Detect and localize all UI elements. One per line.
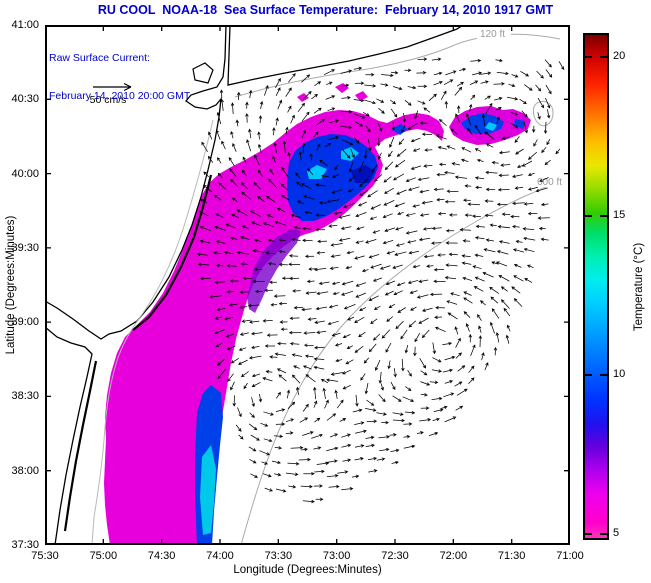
colorbar-tick-label: 5 xyxy=(613,526,620,539)
x-tick-label: 74:30 xyxy=(147,550,176,562)
colorbar-tick-label: 20 xyxy=(613,49,626,62)
colorbar-tick-mark xyxy=(585,532,592,535)
y-tick-label: 40:30 xyxy=(11,93,39,106)
contour-label-120ft: 120 ft xyxy=(480,29,505,40)
x-tick-label: 73:00 xyxy=(322,550,351,562)
land xyxy=(45,25,464,545)
staten-island xyxy=(192,62,214,84)
map-plot: 120 ft 600 ft 50 cm/s Raw Surface Curren… xyxy=(45,25,570,545)
contour-nearshore-line xyxy=(91,119,214,545)
colorbar-tick-label: 10 xyxy=(613,367,626,380)
colorbar-tick-mark xyxy=(585,55,592,58)
delmarva-coastline xyxy=(45,326,93,545)
nj-barrier-islands xyxy=(132,174,213,331)
contour-closed-loop xyxy=(532,100,554,127)
colorbar-tick-mark xyxy=(600,532,607,535)
velocity-scale-arrow: 50 cm/s xyxy=(90,82,132,106)
colorbar-tick-mark xyxy=(600,214,607,217)
y-tick-label: 40:00 xyxy=(11,167,39,180)
colorbar-label: Temperature (°C) xyxy=(633,242,645,332)
colorbar-tick-mark xyxy=(585,214,592,217)
y-tick-label: 39:00 xyxy=(11,316,39,329)
bathymetry-contours: 120 ft 600 ft xyxy=(91,27,568,545)
x-tick-label: 72:00 xyxy=(439,550,468,562)
x-tick-label: 73:30 xyxy=(264,550,293,562)
scale-arrow-label: 50 cm/s xyxy=(90,94,127,106)
figure-title: RU COOL NOAA-18 Sea Surface Temperature:… xyxy=(97,3,554,17)
plot-border xyxy=(45,25,570,545)
x-tick-label: 72:30 xyxy=(381,550,409,562)
sst-cyan-specks-central xyxy=(307,147,359,179)
contour-label-600ft: 600 ft xyxy=(537,177,562,188)
colorbar-tick-mark xyxy=(600,373,607,376)
tick-marks xyxy=(45,25,570,545)
map-canvas: 120 ft 600 ft 50 cm/s xyxy=(45,25,570,545)
x-tick-label: 71:00 xyxy=(556,550,584,562)
overlay-line2: February 14, 2010 20:00 GMT xyxy=(49,89,191,102)
x-tick-label: 75:00 xyxy=(89,550,118,562)
contour-label-bg xyxy=(534,175,568,187)
y-tick-label: 39:30 xyxy=(11,241,39,254)
colorbar-tick-mark xyxy=(585,373,592,376)
colorbar xyxy=(583,33,609,540)
sst-blue-dark-core xyxy=(351,165,375,183)
sst-cyan-core-south xyxy=(200,445,216,535)
y-axis-label: Latitude (Degrees:Minutes) xyxy=(5,215,17,355)
x-tick-label: 71:30 xyxy=(497,550,526,562)
colorbar-tick-label: 15 xyxy=(613,208,626,221)
current-overlay-label: Raw Surface Current: February 14, 2010 2… xyxy=(49,27,190,127)
scale-arrow-shaft xyxy=(93,82,132,92)
delmarva-barrier-islands xyxy=(63,360,98,532)
y-tick-label: 38:00 xyxy=(11,464,39,477)
long-island-landmass xyxy=(228,25,463,85)
long-island-coastline xyxy=(227,25,464,86)
colorbar-tick-mark xyxy=(600,55,607,58)
x-tick-label: 74:00 xyxy=(206,550,234,562)
sst-cyan-speck-northeast xyxy=(485,122,497,131)
colorbar-gradient xyxy=(585,35,607,538)
y-tick-label: 41:00 xyxy=(11,19,39,31)
contour-600ft-line xyxy=(240,180,558,545)
current-vector-arrows xyxy=(196,57,565,504)
y-tick-label: 38:30 xyxy=(11,390,39,403)
y-tick-label: 37:30 xyxy=(11,539,39,551)
overlay-line1: Raw Surface Current: xyxy=(49,52,150,64)
x-axis-label: Longitude (Degrees:Minutes) xyxy=(233,564,382,576)
sst-cold-band xyxy=(104,110,444,545)
x-tick-label: 75:30 xyxy=(31,550,59,562)
axis-ticks xyxy=(45,25,570,545)
new-jersey-coastline xyxy=(45,25,227,340)
sst-magenta-specks-north xyxy=(297,83,368,102)
new-jersey-landmass xyxy=(45,25,226,339)
current-vectors-path xyxy=(196,57,565,504)
delmarva-landmass xyxy=(45,327,92,545)
sst-purple-patch xyxy=(247,229,301,313)
contour-label-bg xyxy=(477,27,511,39)
